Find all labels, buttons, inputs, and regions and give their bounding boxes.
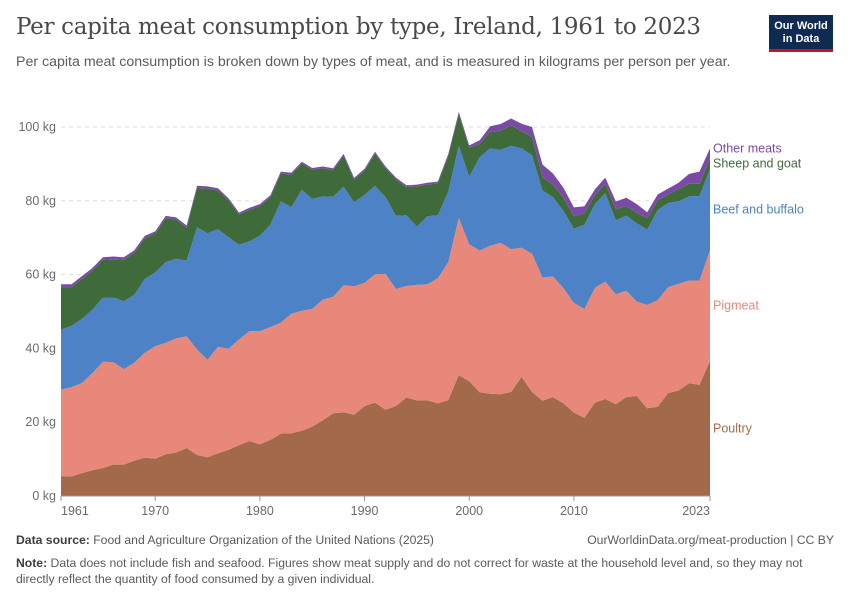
legend-label-poultry: Poultry xyxy=(713,421,753,435)
note-text: Data does not include fish and seafood. … xyxy=(16,556,803,586)
chart-subtitle: Per capita meat consumption is broken do… xyxy=(16,54,731,70)
x-tick-label: 1961 xyxy=(61,504,89,518)
legend-label-sheep-and-goat: Sheep and goat xyxy=(713,157,802,171)
y-tick-label: 80 kg xyxy=(25,194,56,208)
area-pigmeat xyxy=(61,218,710,477)
legend-label-other-meats: Other meats xyxy=(713,142,782,156)
area-poultry xyxy=(61,360,710,496)
source-label: Data source: xyxy=(16,533,90,547)
owid-logo[interactable]: Our World in Data xyxy=(769,15,833,52)
note-label: Note: xyxy=(16,556,48,570)
footer-url[interactable]: OurWorldinData.org/meat-production | CC … xyxy=(587,533,834,547)
source-text[interactable]: Food and Agriculture Organization of the… xyxy=(93,533,434,547)
y-tick-label: 60 kg xyxy=(25,268,56,282)
x-tick-label: 1990 xyxy=(351,504,379,518)
legend-label-beef-and-buffalo: Beef and buffalo xyxy=(713,202,804,216)
x-tick-label: 1970 xyxy=(141,504,169,518)
footer-note: Note: Data does not include fish and sea… xyxy=(16,555,834,587)
legend-label-pigmeat: Pigmeat xyxy=(713,298,759,312)
x-tick-label: 2010 xyxy=(560,504,588,518)
x-tick-label: 2000 xyxy=(455,504,483,518)
footer-source: Data source: Food and Agriculture Organi… xyxy=(16,533,834,547)
y-tick-label: 40 kg xyxy=(25,341,56,355)
logo-line-2: in Data xyxy=(782,33,820,45)
x-tick-label: 2023 xyxy=(682,504,710,518)
chart-area: 0 kg 20 kg 40 kg 60 kg 80 kg 100 kg 1961 1970 19… xyxy=(18,111,804,518)
y-tick-label: 0 kg xyxy=(32,489,56,503)
chart-title: Per capita meat consumption by type, Ire… xyxy=(16,14,701,40)
logo-line-1: Our World xyxy=(774,20,828,32)
x-tick-label: 1980 xyxy=(246,504,274,518)
y-tick-label: 20 kg xyxy=(25,415,56,429)
area-beef-and-buffalo xyxy=(61,145,710,390)
area-sheep-and-goat xyxy=(61,113,710,330)
y-tick-label: 100 kg xyxy=(18,120,56,134)
